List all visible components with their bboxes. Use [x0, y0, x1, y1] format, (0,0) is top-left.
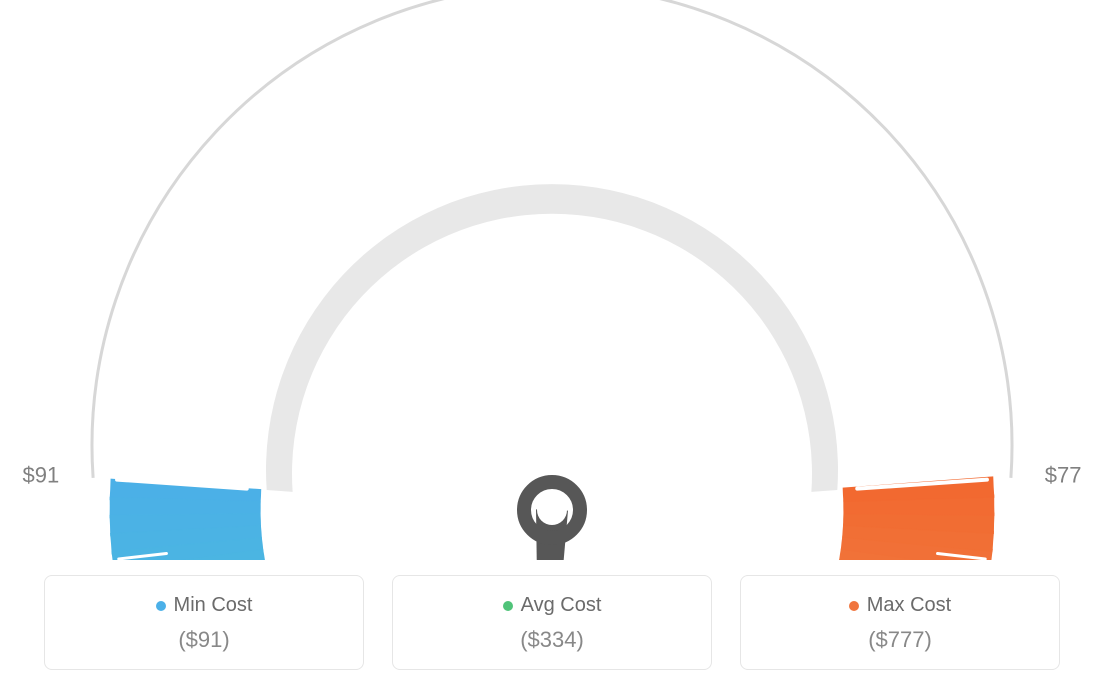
avg-dot-icon	[503, 601, 513, 611]
max-cost-value: ($777)	[741, 627, 1059, 653]
svg-text:$91: $91	[22, 463, 59, 488]
avg-cost-card: Avg Cost ($334)	[392, 575, 712, 670]
min-cost-value: ($91)	[45, 627, 363, 653]
cost-gauge: $91$152$213$334$482$630$777	[0, 0, 1104, 560]
min-cost-label: Min Cost	[45, 594, 363, 617]
avg-cost-value: ($334)	[393, 627, 711, 653]
gauge-svg: $91$152$213$334$482$630$777	[22, 0, 1082, 560]
min-dot-icon	[156, 601, 166, 611]
max-cost-label: Max Cost	[741, 594, 1059, 617]
min-cost-label-text: Min Cost	[174, 594, 253, 616]
min-cost-card: Min Cost ($91)	[44, 575, 364, 670]
max-cost-label-text: Max Cost	[867, 594, 951, 616]
max-cost-card: Max Cost ($777)	[740, 575, 1060, 670]
legend-row: Min Cost ($91) Avg Cost ($334) Max Cost …	[0, 575, 1104, 670]
max-dot-icon	[849, 601, 859, 611]
avg-cost-label: Avg Cost	[393, 594, 711, 617]
avg-cost-label-text: Avg Cost	[521, 594, 602, 616]
svg-text:$777: $777	[1045, 463, 1082, 488]
